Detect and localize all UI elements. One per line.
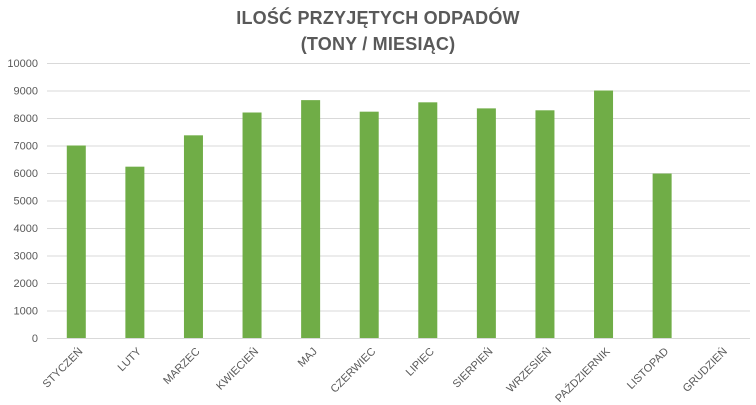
grid-layer — [47, 63, 750, 339]
bar-1 — [125, 166, 145, 338]
bar-7 — [476, 108, 496, 338]
bar-0 — [66, 145, 86, 338]
x-category-label: LUTY — [116, 345, 145, 374]
x-axis-labels: STYCZEŃ LUTY MARZEC KWIECIEŃ MAJ CZERWIEC LIPI… — [40, 344, 730, 405]
y-tick-label: 6000 — [14, 168, 38, 180]
x-category-label: MAJ — [296, 346, 320, 370]
y-tick-label: 2000 — [14, 278, 38, 290]
y-tick-label: 10000 — [7, 58, 38, 70]
chart-title: ILOŚĆ PRZYJĘTYCH ODPADÓW — [236, 8, 520, 28]
x-category-label: LIPIEC — [404, 346, 437, 379]
y-tick-label: 7000 — [14, 141, 38, 153]
y-tick-label: 9000 — [14, 86, 38, 98]
x-category-label: GRUDZIEŃ — [680, 345, 730, 395]
bar-9 — [594, 90, 614, 338]
y-tick-label: 0 — [32, 333, 38, 345]
y-tick-label: 3000 — [14, 251, 38, 263]
bar-10 — [652, 173, 672, 338]
y-tick-label: 4000 — [14, 223, 38, 235]
x-category-label: SIERPIEŃ — [450, 345, 496, 391]
y-tick-label: 1000 — [14, 306, 38, 318]
x-category-label: MARZEC — [161, 346, 202, 387]
bar-5 — [359, 111, 379, 338]
y-axis-ticks: 0 1000 2000 3000 4000 5000 6000 7000 8000 9000 100… — [7, 58, 38, 345]
x-category-label: PAŹDZIERNIK — [553, 344, 614, 405]
chart-subtitle: (TONY / MIESIĄC) — [300, 34, 456, 54]
bar-8 — [535, 110, 555, 338]
x-category-label: KWIECIEŃ — [213, 345, 261, 393]
x-category-label: STYCZEŃ — [40, 345, 86, 391]
y-tick-label: 8000 — [14, 113, 38, 125]
bar-6 — [418, 102, 438, 338]
x-category-label: LISTOPAD — [625, 346, 671, 392]
bar-3 — [242, 112, 262, 338]
bar-2 — [183, 135, 203, 338]
x-category-label: WRZESIEŃ — [504, 345, 554, 395]
y-tick-label: 5000 — [14, 196, 38, 208]
bar-4 — [301, 100, 321, 338]
x-category-label: CZERWIEC — [329, 346, 379, 396]
bar-layer — [66, 90, 672, 338]
